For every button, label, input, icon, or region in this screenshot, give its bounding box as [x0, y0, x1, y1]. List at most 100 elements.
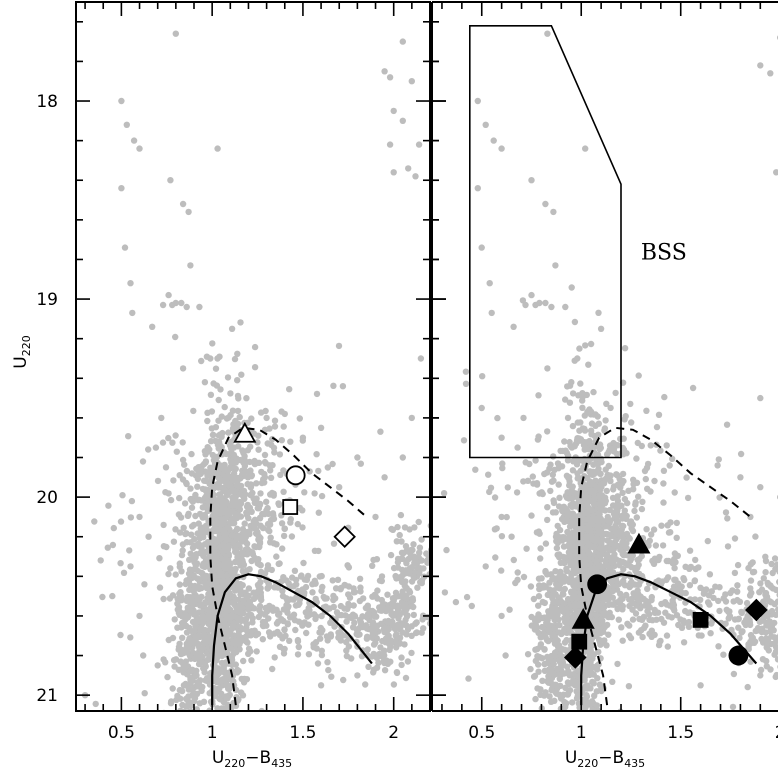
- star-point: [200, 665, 207, 672]
- star-point: [357, 460, 364, 467]
- star-point: [249, 615, 256, 622]
- star-point: [185, 570, 193, 577]
- star-point: [162, 464, 170, 471]
- star-point: [768, 560, 775, 568]
- star-point: [216, 685, 223, 692]
- star-point: [228, 645, 235, 652]
- star-point: [318, 629, 325, 636]
- star-point: [280, 423, 287, 430]
- star-point: [465, 675, 472, 682]
- star-point: [204, 606, 211, 614]
- star-point: [612, 522, 619, 529]
- star-point: [225, 628, 232, 636]
- star-point: [587, 532, 595, 539]
- y-axis-title: U220: [11, 335, 33, 368]
- star-point: [760, 598, 767, 605]
- star-point: [571, 443, 578, 450]
- star-point: [191, 611, 198, 618]
- star-point: [541, 583, 548, 590]
- star-point: [228, 570, 236, 577]
- star-point: [573, 714, 579, 720]
- star-point: [238, 689, 245, 696]
- star-point: [226, 590, 233, 597]
- star-point: [222, 561, 229, 568]
- star-point: [410, 603, 417, 611]
- star-point: [215, 590, 222, 597]
- star-point: [179, 634, 186, 641]
- star-point: [220, 528, 228, 535]
- star-point: [615, 616, 622, 623]
- star-point: [105, 502, 112, 509]
- star-point: [762, 557, 770, 565]
- star-point: [550, 660, 557, 668]
- star-point: [329, 577, 336, 584]
- star-point: [535, 602, 542, 609]
- star-point: [152, 444, 160, 451]
- star-point: [560, 661, 567, 669]
- star-point: [775, 606, 778, 613]
- star-point: [487, 484, 495, 491]
- star-point: [276, 560, 283, 567]
- star-point: [581, 576, 588, 584]
- star-point: [736, 634, 743, 642]
- star-point: [229, 599, 237, 606]
- star-point: [198, 647, 205, 654]
- star-point: [182, 717, 188, 723]
- star-point: [581, 446, 588, 453]
- star-point: [494, 414, 501, 422]
- star-point: [399, 38, 406, 45]
- star-point: [267, 467, 274, 474]
- star-point: [264, 562, 272, 569]
- star-point: [514, 444, 521, 451]
- square-marker: [692, 611, 709, 628]
- star-point: [582, 704, 589, 711]
- star-point: [296, 596, 304, 603]
- square-marker: [571, 633, 588, 650]
- star-point: [172, 299, 179, 307]
- star-point: [729, 703, 737, 711]
- star-point: [747, 577, 755, 584]
- star-point: [377, 644, 384, 651]
- star-point: [692, 556, 699, 564]
- star-point: [336, 484, 343, 491]
- star-point: [242, 615, 250, 623]
- star-point: [541, 667, 549, 674]
- star-point: [560, 591, 567, 598]
- star-point: [635, 581, 643, 588]
- star-point: [573, 437, 581, 444]
- star-point: [195, 542, 202, 550]
- star-point: [220, 580, 227, 588]
- star-point: [250, 518, 257, 525]
- star-point: [774, 561, 778, 568]
- star-point: [334, 576, 342, 583]
- star-point: [91, 518, 98, 525]
- star-point: [646, 537, 653, 544]
- star-point: [97, 557, 104, 564]
- star-point: [156, 584, 164, 591]
- star-point: [627, 400, 634, 408]
- star-point: [462, 368, 470, 375]
- right-ticks: [432, 2, 762, 711]
- star-point: [216, 668, 223, 676]
- star-point: [188, 450, 195, 458]
- star-point: [224, 374, 232, 381]
- star-point: [213, 552, 220, 559]
- star-point: [299, 434, 307, 441]
- star-point: [633, 455, 640, 462]
- star-point: [591, 715, 597, 721]
- star-point: [749, 559, 756, 566]
- star-point: [225, 429, 232, 436]
- star-point: [514, 569, 521, 576]
- star-point: [575, 552, 583, 559]
- star-point: [633, 514, 640, 521]
- star-point: [544, 516, 551, 524]
- circle-marker: [285, 465, 306, 486]
- star-point: [306, 611, 314, 618]
- star-point: [235, 582, 242, 589]
- star-point: [176, 560, 183, 567]
- star-point: [296, 504, 304, 512]
- star-point: [118, 185, 125, 192]
- star-point: [356, 597, 364, 605]
- star-point: [208, 425, 215, 432]
- star-point: [312, 639, 320, 646]
